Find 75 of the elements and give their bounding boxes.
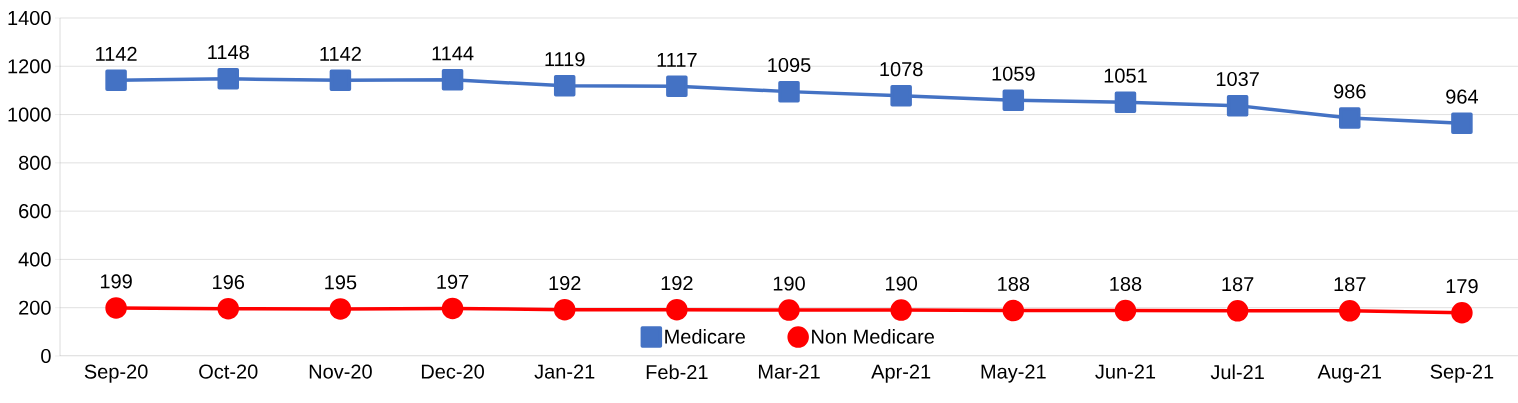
x-tick-label: Nov-20 [309, 364, 372, 379]
point [1114, 299, 1137, 322]
data-label: 195 [325, 275, 357, 290]
data-label: 964 [1446, 89, 1479, 104]
data-label: 188 [1110, 276, 1142, 292]
point [105, 69, 127, 92]
y-tick-label: 1000 [8, 107, 51, 122]
x-tick-label: Sep-21 [1430, 364, 1494, 383]
data-label: 1142 [320, 46, 361, 61]
y-tick-label: 200 [19, 300, 51, 315]
x-tick-label: Jul-21 [1210, 364, 1264, 380]
data-label: 190 [773, 276, 805, 291]
point [329, 298, 352, 320]
data-label: 187 [1334, 277, 1366, 292]
data-label: 196 [213, 274, 245, 290]
data-label: 1078 [880, 62, 923, 77]
point [217, 68, 239, 90]
point [1339, 300, 1361, 322]
y-tick-label: 0 [41, 348, 51, 364]
data-label: 1095 [768, 57, 811, 73]
data-label: 197 [437, 274, 469, 289]
point [778, 299, 800, 321]
point [1114, 91, 1137, 113]
point [553, 75, 576, 97]
data-label: 179 [1446, 279, 1478, 294]
data-label: 1148 [208, 45, 249, 60]
point [1002, 299, 1025, 322]
y-tick-label: 400 [18, 252, 51, 267]
point [1339, 107, 1361, 129]
data-label: 187 [1222, 277, 1254, 292]
point [778, 80, 800, 103]
point [441, 297, 464, 320]
data-label: 1144 [432, 46, 474, 61]
y-tick-label: 1200 [8, 59, 51, 74]
x-tick-label: Apr-21 [871, 364, 931, 383]
x-tick-label: Aug-21 [1317, 364, 1382, 383]
point [890, 84, 912, 107]
point [1451, 112, 1473, 134]
point [666, 75, 688, 98]
legend-label: Medicare [665, 329, 745, 344]
x-tick-label: Oct-20 [199, 364, 258, 379]
data-label: 986 [1334, 84, 1366, 99]
point [441, 69, 464, 91]
y-tick-label: 600 [19, 204, 51, 219]
x-tick-label: May-21 [981, 364, 1046, 383]
data-label: 1119 [545, 52, 585, 67]
x-tick-label: Jun-21 [1095, 364, 1156, 379]
x-tick-label: Sep-20 [84, 364, 148, 383]
y-tick-label: 800 [18, 155, 51, 170]
data-label: 1117 [657, 53, 697, 67]
x-tick-label: Jan-21 [534, 364, 595, 379]
point [1451, 302, 1473, 324]
data-label: 199 [100, 274, 132, 289]
point [1226, 300, 1249, 322]
point [890, 299, 912, 321]
point [1002, 89, 1025, 112]
point [1226, 94, 1249, 117]
point [217, 297, 239, 320]
data-label: 192 [549, 275, 581, 291]
x-tick-label: Feb-21 [646, 364, 708, 380]
point [553, 298, 576, 321]
data-label: 1051 [1104, 68, 1147, 83]
data-label: 1037 [1216, 71, 1259, 87]
data-label: 190 [886, 276, 918, 291]
data-label: 188 [998, 276, 1030, 292]
x-tick-label: Dec-20 [421, 364, 484, 379]
data-label: 1059 [992, 66, 1035, 81]
data-label: 1142 [96, 46, 137, 61]
point [105, 297, 127, 319]
legend-label: Non Medicare [812, 329, 935, 344]
point [329, 69, 352, 92]
point [666, 298, 688, 321]
x-tick-label: Mar-21 [758, 364, 820, 379]
data-label: 192 [661, 275, 693, 291]
y-tick-label: 1400 [8, 10, 51, 26]
